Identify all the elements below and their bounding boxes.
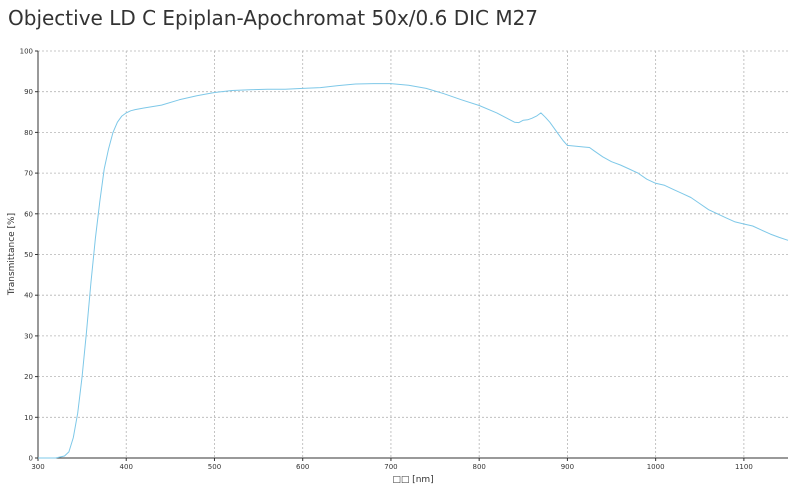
x-axis-title: □□ [nm] (392, 475, 433, 485)
y-tick-label: 70 (24, 170, 33, 178)
y-tick-label: 80 (24, 129, 33, 137)
y-tick-label: 50 (24, 251, 33, 259)
series-group (38, 83, 789, 459)
grid (38, 50, 788, 458)
y-axis-title: Transmittance [%] (7, 213, 17, 296)
x-ticks: 300 400 500 600 700 800 900 1000 1100 (31, 458, 753, 471)
x-tick-label: 600 (296, 463, 309, 471)
y-tick-label: 0 (29, 455, 33, 463)
x-tick-label: 300 (31, 463, 44, 471)
x-tick-label: 400 (120, 463, 133, 471)
y-tick-label: 10 (24, 414, 33, 422)
y-tick-label: 30 (24, 332, 33, 340)
x-tick-label: 700 (384, 463, 397, 471)
y-tick-label: 100 (20, 48, 33, 56)
transmittance-series-line (38, 83, 789, 459)
y-tick-label: 20 (24, 373, 33, 381)
y-ticks: 0 10 20 30 40 50 60 70 80 90 100 (20, 48, 38, 463)
y-tick-label: 60 (24, 210, 33, 218)
x-tick-label: 800 (472, 463, 485, 471)
y-tick-label: 40 (24, 292, 33, 300)
y-tick-label: 90 (24, 88, 33, 96)
x-tick-label: 1100 (735, 463, 753, 471)
chart-title: Objective LD C Epiplan-Apochromat 50x/0.… (8, 6, 539, 30)
x-tick-label: 500 (208, 463, 221, 471)
x-tick-label: 900 (561, 463, 574, 471)
x-tick-label: 1000 (647, 463, 665, 471)
